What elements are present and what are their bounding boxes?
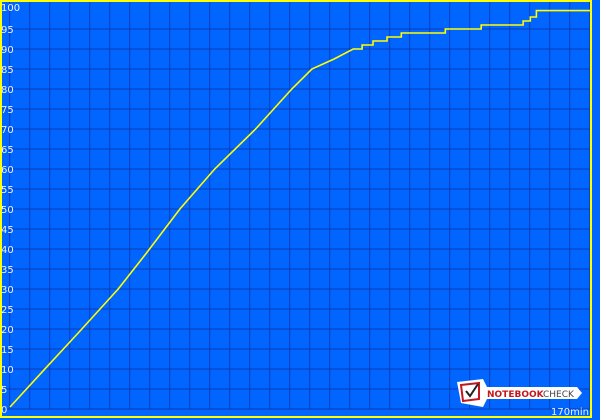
y-tick-label: 55 <box>1 185 14 196</box>
y-tick-label: 35 <box>1 265 14 276</box>
y-tick-label: 50 <box>1 205 14 216</box>
y-tick-label: 95 <box>1 25 14 36</box>
y-tick-label: 45 <box>1 225 14 236</box>
notebookcheck-logo: NOTEBOOK CHECK <box>457 379 582 407</box>
y-tick-label: 15 <box>1 345 14 356</box>
series-line <box>9 9 590 408</box>
y-tick-label: 70 <box>1 125 14 136</box>
y-tick-label: 100 <box>1 3 20 14</box>
y-tick-label: 0 <box>1 405 7 416</box>
y-tick-label: 90 <box>1 45 14 56</box>
y-tick-label: 40 <box>1 245 14 256</box>
y-tick-label: 25 <box>1 305 14 316</box>
y-tick-label: 60 <box>1 165 14 176</box>
x-axis-unit-label: 170min <box>551 407 589 418</box>
y-tick-label: 65 <box>1 145 14 156</box>
grid <box>2 2 591 410</box>
y-tick-label: 80 <box>1 85 14 96</box>
y-tick-label: 20 <box>1 325 14 336</box>
svg-text:CHECK: CHECK <box>543 390 575 400</box>
y-tick-label: 75 <box>1 105 14 116</box>
svg-text:NOTEBOOK: NOTEBOOK <box>487 390 545 400</box>
y-tick-label: 5 <box>1 385 7 396</box>
y-tick-label: 30 <box>1 285 14 296</box>
y-tick-labels: 0 5 10 15 20 25 30 35 40 45 50 55 60 65 70 75 80 85 90 95 10… <box>1 3 20 416</box>
y-tick-label: 10 <box>1 365 14 376</box>
y-tick-label: 85 <box>1 65 14 76</box>
